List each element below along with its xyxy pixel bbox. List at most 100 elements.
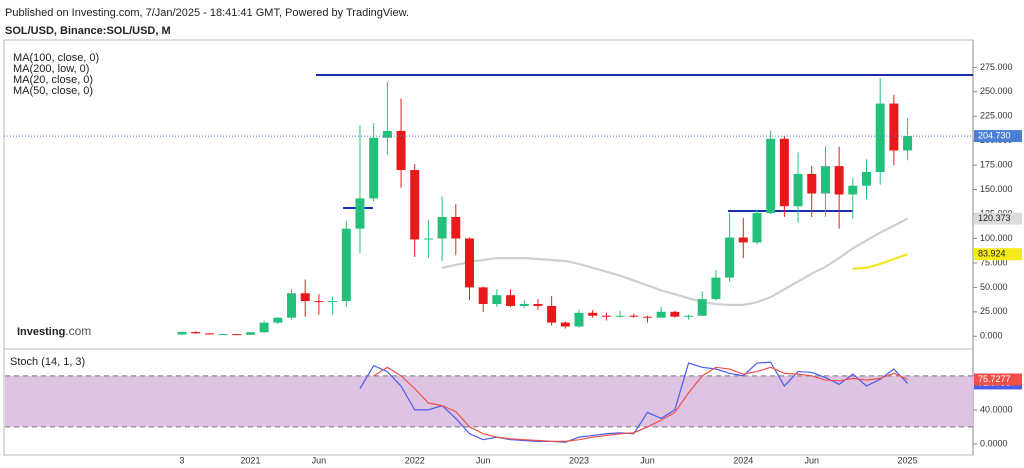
candle-body [766, 138, 776, 214]
y-tick-label: 0.0000 [980, 438, 1008, 448]
candle-body [464, 238, 474, 288]
candle-body [875, 103, 885, 172]
candle-body [642, 316, 652, 318]
price-tag-label: 204.730 [978, 130, 1011, 140]
candle-body [656, 311, 666, 318]
legend-entry: MA(20, close, 0) [13, 74, 93, 86]
x-tick-label: 2025 [898, 455, 918, 465]
watermark: Investing.com [17, 324, 91, 338]
price-tag-label: 120.373 [978, 213, 1011, 223]
x-tick-label: Jun [804, 455, 819, 465]
y-tick-label: 275.000 [980, 62, 1013, 72]
price-tag [974, 130, 1022, 143]
watermark-suffix: .com [65, 324, 91, 338]
candle-body [341, 228, 351, 302]
x-tick-label: Jun [312, 455, 327, 465]
candle-body [793, 173, 803, 207]
stoch-line [373, 366, 908, 442]
stoch-band [5, 375, 973, 427]
x-tick-label: 2021 [240, 455, 260, 465]
candle-body [204, 333, 214, 335]
y-tick-label: 225.000 [980, 111, 1013, 121]
candle-body [300, 293, 310, 302]
candle-body [601, 315, 611, 317]
candle-body [519, 304, 529, 306]
watermark-name: Investing [17, 326, 65, 338]
y-tick-label: 100.000 [980, 233, 1013, 243]
candle-body [355, 198, 365, 229]
candle-body [862, 172, 871, 186]
candle-body [547, 305, 557, 323]
x-tick-label: 2022 [405, 455, 425, 465]
legend-entry: MA(50, close, 0) [13, 85, 93, 97]
candle-body [451, 216, 461, 239]
candle-body [574, 312, 584, 327]
candle-body [328, 301, 338, 303]
published-note: Published on Investing.com, 7/Jan/2025 -… [5, 7, 409, 19]
candle-body [820, 166, 830, 194]
price-tag [974, 373, 1022, 386]
x-tick-label: 3 [179, 455, 184, 465]
y-tick-label: 0.000 [980, 331, 1003, 341]
legend-entry: MA(200, low, 0) [13, 63, 89, 75]
candle-body [273, 317, 283, 323]
candle-body [396, 130, 406, 171]
candle-body [492, 295, 502, 304]
candle-body [382, 130, 392, 138]
candle-body [437, 216, 447, 239]
y-tick-label: 75.000 [980, 257, 1008, 267]
candle-body [506, 295, 516, 306]
candle-body [725, 237, 735, 278]
candle-body [903, 136, 913, 151]
candle-body [259, 322, 269, 333]
y-tick-label: 175.000 [980, 160, 1013, 170]
candle-body [533, 304, 543, 306]
candle-body [232, 334, 242, 336]
candle-body [478, 287, 488, 304]
y-tick-label: 50.000 [980, 282, 1008, 292]
candle-body [697, 299, 707, 316]
candle-body [684, 315, 694, 317]
candle-body [615, 315, 625, 317]
x-tick-label: Jun [476, 455, 491, 465]
x-tick-label: 2024 [733, 455, 753, 465]
symbol-title: SOL/USD, Binance:SOL/USD, M [5, 25, 171, 37]
candle-body [670, 311, 680, 317]
candle-body [218, 334, 228, 336]
candle-body [588, 312, 598, 316]
candle-body [889, 103, 899, 151]
moving-average [441, 217, 909, 307]
price-tag-label: 83.924 [978, 249, 1006, 259]
candle-body [752, 213, 762, 243]
price-tag [974, 248, 1022, 261]
candle-body [711, 277, 721, 300]
candle-body [191, 331, 201, 334]
pane-title: Stoch (14, 1, 3) [10, 356, 85, 368]
y-tick-label: 150.000 [980, 184, 1013, 194]
candle-body [287, 293, 297, 318]
candle-body [177, 331, 187, 335]
candle-body [629, 315, 639, 317]
candle-body [560, 322, 570, 327]
price-tag-label: 75.7277 [978, 374, 1011, 384]
y-tick-label: 40.0000 [980, 404, 1013, 414]
candle-body [834, 166, 844, 195]
x-tick-label: 2023 [569, 455, 589, 465]
price-tag [974, 212, 1022, 225]
moving-average [852, 253, 908, 270]
candle-body [807, 173, 817, 194]
candle-body [423, 238, 433, 240]
candle-body [848, 185, 858, 195]
x-tick-label: Jun [640, 455, 655, 465]
candle-body [738, 237, 748, 243]
y-tick-label: 250.000 [980, 86, 1013, 96]
candle-body [314, 301, 324, 303]
y-tick-label: 25.000 [980, 306, 1008, 316]
candle-body [245, 332, 255, 335]
candle-body [410, 170, 420, 240]
candle-body [779, 138, 789, 207]
stoch-line [359, 361, 909, 443]
legend-entry: MA(100, close, 0) [13, 52, 99, 64]
